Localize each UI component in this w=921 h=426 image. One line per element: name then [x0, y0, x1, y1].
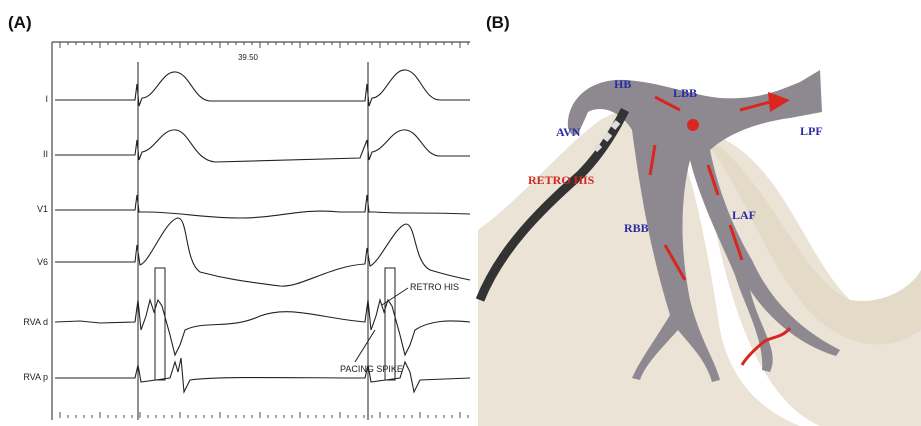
annotation: PACING SPIKE [340, 364, 403, 374]
structure-label: RETRO HIS [528, 173, 595, 187]
ecg-trace [55, 129, 470, 163]
catheter-electrodes [592, 120, 621, 153]
structure-label: AVN [556, 125, 581, 139]
time-marker: 39.50 [238, 53, 259, 62]
lead-label: V6 [37, 257, 48, 267]
structure-label: LAF [732, 208, 756, 222]
ecg-trace [55, 194, 471, 219]
structure-label: RBB [624, 221, 649, 235]
heart-wall [700, 135, 921, 345]
ecg-trace [55, 69, 470, 107]
lead-label: I [45, 94, 48, 104]
ecg-trace [54, 298, 471, 357]
activation-arrows [648, 92, 792, 366]
structure-label: LBB [673, 86, 697, 100]
conduction-system [567, 70, 840, 382]
structure-label: HB [614, 77, 631, 91]
panel-label: (B) [486, 13, 510, 32]
conduction-diagram: HB LBB AVN LPF RETRO HIS RBB LAF [475, 70, 921, 426]
annotation: RETRO HIS [410, 282, 459, 292]
ecg-trace [55, 217, 471, 287]
pacing-pulse [154, 267, 166, 381]
ruler-ticks [59, 42, 469, 418]
pacing-pulse [384, 267, 396, 381]
lead-label: RVA d [23, 317, 48, 327]
panel-label: (A) [8, 13, 32, 32]
lead-label: II [43, 149, 48, 159]
lead-label: V1 [37, 204, 48, 214]
annotation-arrow [381, 287, 409, 306]
catheter [475, 107, 630, 302]
structure-label: LPF [800, 124, 823, 138]
annotation-arrow [354, 329, 376, 363]
ecg-panel: 39.50 I II V1 V6 RVA d RVA p RETRO HIS P… [23, 41, 471, 420]
lead-label: RVA p [23, 372, 48, 382]
